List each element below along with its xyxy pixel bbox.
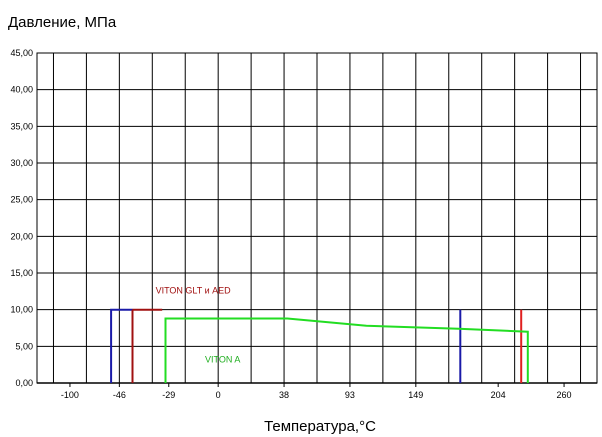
x-tick-label: -46 [113,390,126,400]
x-tick-label: -29 [162,390,175,400]
series-layer [110,308,529,383]
x-tick-label: 204 [491,390,506,400]
y-tick-label: 10,00 [10,305,33,315]
grid [36,52,598,384]
x-tick-label: 260 [557,390,572,400]
chart-title: Давление, МПа [8,14,117,31]
tick-labels: 0,00 5,00 10,00 15,00 20,00 25,00 30,00 35,00 40… [10,48,571,400]
annotations: VITON GLT и AED VITON A [156,286,241,365]
y-tick-label: 15,00 [10,268,33,278]
x-tick-label: 93 [345,390,355,400]
y-tick-label: 25,00 [10,195,33,205]
y-tick-label: 30,00 [10,158,33,168]
annotation-label-1: VITON A [205,354,240,364]
y-tick-label: 20,00 [10,231,33,241]
y-tick-label: 45,00 [10,48,33,58]
y-tick-label: 35,00 [10,121,33,131]
x-tick-label: -100 [61,390,79,400]
x-tick-label: 38 [279,390,289,400]
series-line-0 [110,308,133,383]
x-axis-label: Температура,°C [264,418,376,435]
x-tick-label: 149 [408,390,423,400]
y-tick-label: 5,00 [15,341,33,351]
annotation-label-0: VITON GLT и AED [156,286,232,296]
y-tick-label: 40,00 [10,85,33,95]
series-line-5 [164,317,529,383]
y-tick-label: 0,00 [15,378,33,388]
x-tick-label: 0 [216,390,221,400]
